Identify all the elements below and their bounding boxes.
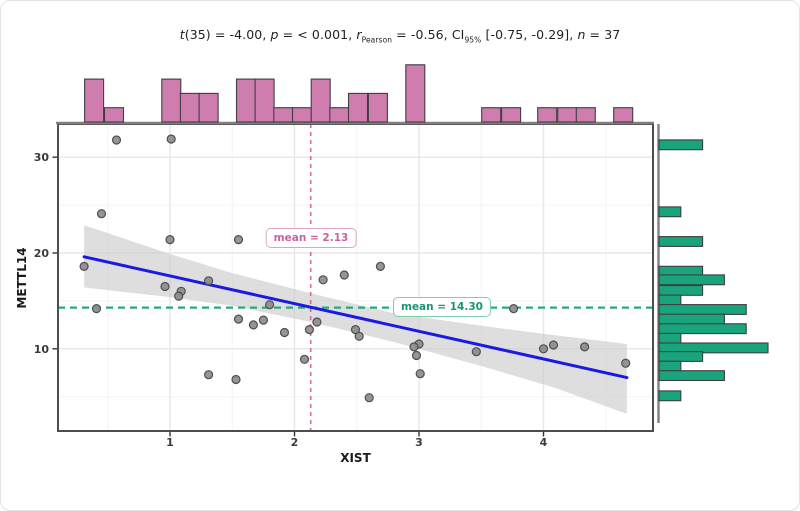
top-hist-bar [537, 107, 558, 123]
right-hist-bar [658, 274, 725, 286]
scatter-point [204, 370, 214, 380]
scatter-point [548, 340, 559, 350]
right-hist-bar [658, 351, 704, 362]
scatter-point [299, 354, 310, 364]
x-tick-label: 4 [540, 436, 548, 449]
scatter-point [231, 374, 241, 385]
scatter-point [339, 270, 349, 280]
right-hist-bar [658, 206, 682, 218]
top-hist-bar [347, 92, 369, 123]
right-hist-bar [658, 323, 747, 335]
scatter-point [364, 393, 374, 403]
y-axis-title: METTL14 [15, 247, 29, 309]
scatter-point [248, 320, 258, 330]
top-hist-bar [329, 107, 350, 123]
top-hist-bar [103, 107, 125, 123]
scatter-point [165, 235, 175, 245]
scatter-point [415, 369, 425, 379]
top-hist-bar [254, 78, 275, 123]
right-hist-bar [658, 304, 747, 315]
scatter-point [79, 261, 89, 271]
right-hist-bar [658, 370, 725, 382]
top-hist-bar [481, 107, 502, 123]
right-hist-bar [658, 294, 682, 306]
top-hist-bar [557, 107, 578, 123]
mean-x-label: mean = 2.13 [265, 228, 357, 248]
scatter-point [621, 358, 631, 368]
scatter-point [411, 350, 422, 361]
top-hist-bar [179, 92, 200, 123]
scatter-point [538, 344, 549, 354]
scatter-point [96, 209, 107, 219]
y-tick-label: 30 [34, 151, 50, 164]
right-hist-bar [658, 236, 704, 247]
scatter-point [375, 261, 385, 271]
scatter-point [258, 315, 268, 325]
mean-y-label: mean = 14.30 [393, 297, 491, 317]
right-hist-bar [658, 284, 704, 296]
x-tick-label: 2 [291, 436, 299, 449]
top-hist-bar [405, 64, 426, 123]
scatter-point [91, 304, 102, 314]
scatter-point [508, 304, 519, 314]
top-hist-bar [613, 107, 634, 123]
y-tick-label: 20 [34, 247, 50, 260]
scatter-point [204, 276, 214, 286]
scatter-point [111, 135, 122, 145]
right-hist-bar [658, 332, 682, 344]
regression-line [82, 255, 629, 380]
scatter-point [160, 281, 170, 292]
top-hist-bar [84, 78, 105, 123]
right-hist-bar [658, 139, 704, 151]
scatter-point [579, 342, 590, 352]
top-hist-bar [501, 107, 522, 123]
y-tick-label: 10 [34, 343, 50, 356]
scatter-point [312, 317, 322, 327]
plot-title: t(35) = -4.00, p = < 0.001, rPearson = -… [179, 27, 621, 45]
scatter-point [304, 325, 314, 335]
top-hist-bar [198, 92, 219, 123]
scatter-point [354, 331, 364, 341]
scatter-point [233, 314, 244, 324]
scatter-point [471, 347, 481, 357]
top-hist-bar [291, 107, 313, 123]
right-hist-bar [658, 390, 682, 402]
scatter-point [233, 235, 244, 245]
top-hist-bar [273, 107, 294, 123]
scatter-point [279, 327, 290, 338]
x-tick-label: 1 [166, 436, 174, 449]
top-hist-bar [575, 107, 596, 123]
top-hist-bar [367, 92, 388, 123]
top-hist-bar [161, 78, 182, 123]
scatter-point [265, 300, 275, 310]
top-hist-bar [235, 78, 257, 123]
x-axis-title: XIST [340, 451, 371, 465]
scatter-point [318, 275, 328, 285]
scatter-point [166, 134, 176, 144]
scatter-point [174, 291, 184, 301]
x-tick-label: 3 [415, 436, 423, 449]
right-hist-bar [658, 342, 769, 354]
right-hist-bar [658, 313, 725, 325]
right-hist-bar [658, 360, 682, 372]
confidence-band [84, 225, 627, 414]
top-hist-bar [310, 78, 331, 123]
scatter-point [409, 342, 419, 352]
